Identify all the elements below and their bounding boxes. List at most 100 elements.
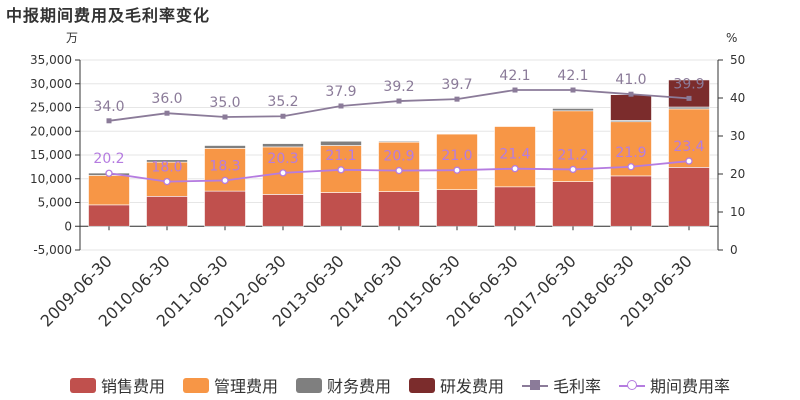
bar-2 [552,108,594,112]
y-tick-label: 20,000 [30,124,72,138]
bar-3 [610,94,652,121]
data-label: 18.0 [151,160,182,176]
legend-item-expense-ratio[interactable]: 期间费用率 [619,373,730,397]
legend-label-finance: 财务费用 [326,377,391,396]
legend-swatch-finance [295,377,322,393]
line-point [570,87,576,93]
data-label: 34.0 [93,99,124,115]
bar-0 [668,167,710,227]
line-point [569,165,577,174]
bar-1 [436,133,478,190]
bar-0 [320,192,362,227]
line-point [164,110,170,116]
line-point [163,177,171,186]
data-label: 23.4 [673,139,704,155]
y-tick-label: 5,000 [38,196,72,210]
data-label: 21.2 [557,147,588,163]
data-label: 20.9 [383,149,414,165]
legend-swatch-rd [409,377,435,393]
line-point [279,169,287,177]
data-label: 21.4 [499,147,530,163]
data-label: 18.3 [209,158,240,174]
y-tick-label: 35,000 [30,53,72,67]
data-label: 42.1 [499,68,530,84]
chart-title: 中报期间费用及毛利率变化 [6,6,211,25]
line-point [396,98,402,104]
bar-2 [146,159,188,163]
line-point [222,114,228,120]
legend-swatch-expense-ratio [619,378,646,393]
legend-item-rd[interactable]: 研发费用 [409,373,504,397]
legend-label-expense-ratio: 期间费用率 [650,377,731,396]
bar-2 [262,143,304,148]
data-label: 42.1 [557,68,588,84]
legend-item-finance[interactable]: 财务费用 [295,373,391,397]
legend-item-admin[interactable]: 管理费用 [182,373,278,397]
legend: 销售费用 管理费用 财务费用 研发费用 毛利率 期间费用率 [0,372,800,398]
y-tick-label: 25,000 [30,101,72,115]
line-point [337,166,345,174]
legend-swatch-sales [69,377,96,393]
bar-0 [378,191,420,227]
y-unit-label: 万 [66,31,78,45]
line-point [628,91,634,97]
bar-3 [668,79,710,108]
line-point [512,87,518,93]
bar-0 [88,204,130,227]
y-tick-label: 30,000 [30,77,72,91]
line-point [686,95,692,101]
data-label: 20.3 [267,151,298,167]
line-point [280,113,286,119]
data-label: 35.0 [209,95,240,111]
legend-item-sales[interactable]: 销售费用 [69,373,165,397]
legend-swatch-admin [182,377,209,393]
data-label: 39.2 [383,79,414,95]
y-tick-label: -5,000 [33,243,72,257]
line-point [685,157,693,165]
y-tick-label: 0 [64,219,72,233]
bar-0 [552,181,594,227]
line-point [454,96,460,102]
y-tick-label: 15,000 [30,148,72,162]
data-label: 39.7 [441,77,472,93]
data-label: 37.9 [325,84,356,100]
legend-label-gross-margin: 毛利率 [553,377,602,396]
bar-0 [146,196,188,227]
data-label: 35.2 [267,94,298,110]
bar-2 [320,140,362,146]
y2-tick-label: 20 [730,167,745,181]
y2-tick-label: 10 [730,205,745,219]
line-point [627,163,635,171]
data-label: 21.0 [441,148,472,164]
y2-tick-label: 40 [730,91,745,105]
legend-label-admin: 管理费用 [213,377,278,396]
bar-1 [88,175,130,206]
bar-0 [204,190,246,227]
line-point [105,169,113,177]
bar-1 [378,141,420,192]
line-point [106,118,112,124]
data-label: 36.0 [151,91,182,107]
legend-label-rd: 研发费用 [440,377,505,396]
y-tick-label: 10,000 [30,172,72,186]
bar-0 [262,194,304,227]
legend-label-sales: 销售费用 [100,377,165,396]
bar-2 [204,145,246,149]
bar-0 [494,186,536,227]
legend-swatch-gross-margin [522,378,549,393]
line-point [338,103,344,109]
bar-2 [378,140,420,143]
line-point [511,165,519,173]
y2-tick-label: 30 [730,129,745,143]
y2-tick-label: 0 [730,243,738,257]
data-label: 21.9 [615,145,646,161]
data-label: 21.1 [325,148,356,164]
y2-unit-label: % [726,31,737,45]
bar-1 [494,126,536,188]
bar-0 [610,175,652,227]
data-label: 20.2 [93,151,124,167]
bar-0 [436,189,478,227]
line-point [453,166,461,174]
legend-item-gross-margin[interactable]: 毛利率 [522,373,601,397]
